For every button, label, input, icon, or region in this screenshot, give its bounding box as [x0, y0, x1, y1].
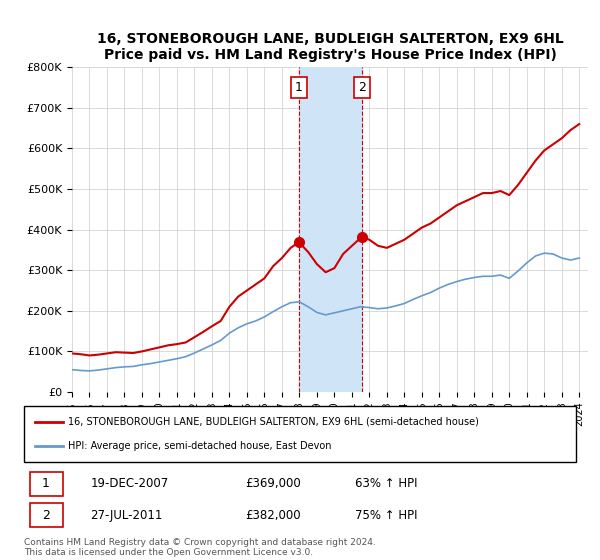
Text: 1: 1: [42, 477, 50, 490]
Text: £369,000: £369,000: [245, 477, 301, 490]
Text: HPI: Average price, semi-detached house, East Devon: HPI: Average price, semi-detached house,…: [68, 441, 332, 451]
Text: 2: 2: [42, 508, 50, 522]
Text: Contains HM Land Registry data © Crown copyright and database right 2024.
This d: Contains HM Land Registry data © Crown c…: [24, 538, 376, 557]
FancyBboxPatch shape: [29, 503, 62, 528]
Text: 63% ↑ HPI: 63% ↑ HPI: [355, 477, 418, 490]
Title: 16, STONEBOROUGH LANE, BUDLEIGH SALTERTON, EX9 6HL
Price paid vs. HM Land Regist: 16, STONEBOROUGH LANE, BUDLEIGH SALTERTO…: [97, 32, 563, 62]
Text: 1: 1: [295, 81, 303, 94]
Text: 2: 2: [358, 81, 366, 94]
FancyBboxPatch shape: [24, 406, 576, 462]
FancyBboxPatch shape: [29, 472, 62, 496]
Text: 75% ↑ HPI: 75% ↑ HPI: [355, 508, 418, 522]
Bar: [299, 67, 362, 392]
Text: 19-DEC-2007: 19-DEC-2007: [90, 477, 169, 490]
Text: 27-JUL-2011: 27-JUL-2011: [90, 508, 163, 522]
Text: 16, STONEBOROUGH LANE, BUDLEIGH SALTERTON, EX9 6HL (semi-detached house): 16, STONEBOROUGH LANE, BUDLEIGH SALTERTO…: [68, 417, 479, 427]
Text: £382,000: £382,000: [245, 508, 301, 522]
